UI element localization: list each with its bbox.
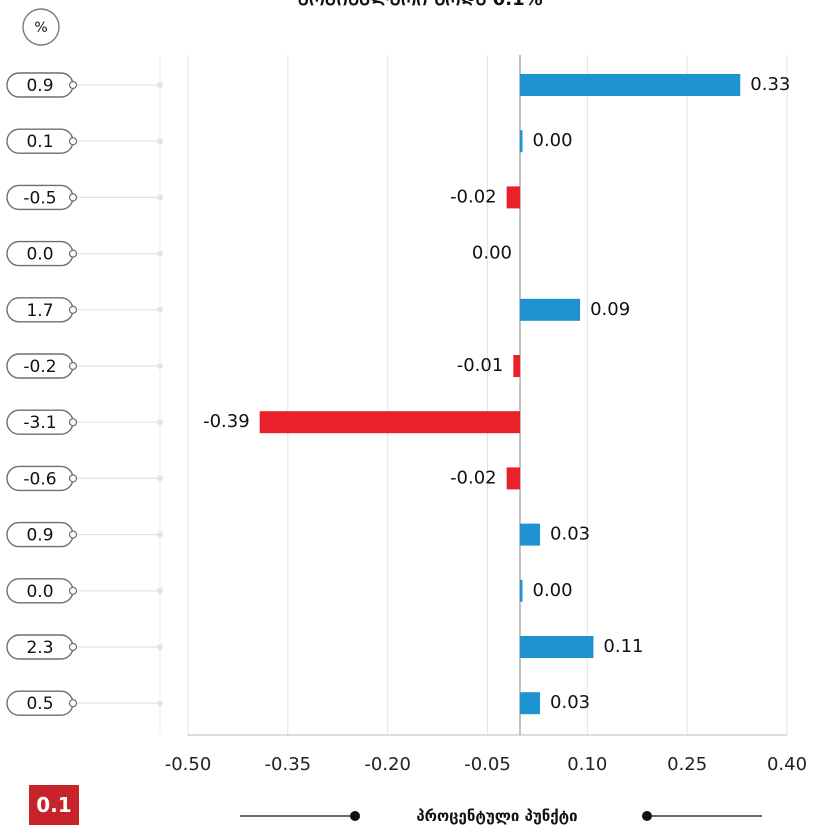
- bar-value-label: -0.02: [450, 186, 497, 207]
- chart-title: ᲜᲝᲛᲘᲜᲐᲚᲣᲠᲘ ᲖᲠᲓᲐ 0.1%: [210, 0, 630, 12]
- x-axis-title-right-dot: [642, 811, 652, 821]
- bar: [259, 411, 520, 434]
- bar: [520, 74, 741, 96]
- bar: [520, 130, 523, 153]
- left-value-pill: 0.0: [6, 240, 163, 267]
- left-value-pill: 2.3: [6, 634, 163, 660]
- left-value-label: 0.0: [26, 245, 53, 265]
- bar-value-label: 0.33: [750, 74, 790, 95]
- left-value-knob: [68, 586, 78, 595]
- left-value-pill: 0.1: [6, 128, 163, 154]
- left-value-pill: -0.6: [6, 465, 163, 492]
- x-tick-label: -0.20: [364, 754, 411, 775]
- left-value-label: 0.9: [26, 526, 53, 546]
- left-value-knob: [68, 530, 78, 539]
- x-tick-label: 0.25: [667, 754, 707, 775]
- unit-badge: %: [22, 8, 60, 46]
- unit-badge-label: %: [34, 20, 47, 36]
- bar: [513, 355, 520, 377]
- x-tick-label: -0.05: [464, 754, 511, 775]
- left-value-labels: 0.9 0.1 -0.5 0.0 1.7 -0.2 -3.1 -0.6 0.9 0.0 2.3 0.5: [6, 72, 163, 716]
- left-value-knob: [68, 249, 78, 258]
- left-value-label: -0.5: [23, 188, 56, 208]
- footer-badge: 0.1: [29, 785, 79, 825]
- row-connector-end: [157, 306, 163, 313]
- x-tick-label: 0.40: [767, 754, 807, 775]
- bar-value-label: 0.03: [550, 692, 590, 713]
- left-value-knob: [68, 305, 78, 314]
- left-value-knob: [68, 137, 78, 146]
- bar-value-label: 0.00: [533, 580, 573, 601]
- row-connector-end: [157, 419, 163, 426]
- bar: [506, 186, 520, 209]
- left-value-knob: [68, 361, 78, 371]
- left-value-label: 0.5: [26, 694, 53, 714]
- bar-value-label: -0.02: [450, 467, 497, 488]
- left-value-pill: 0.9: [6, 72, 163, 98]
- bar: [520, 636, 594, 658]
- left-value-pill: -3.1: [6, 409, 163, 435]
- bar-value-label: 0.00: [533, 130, 573, 151]
- left-value-pill: 0.9: [6, 521, 163, 548]
- left-value-label: -0.6: [23, 469, 56, 489]
- left-value-knob: [68, 474, 78, 483]
- bar: [520, 692, 541, 715]
- row-connector-end: [157, 138, 163, 145]
- left-value-pill: 1.7: [6, 297, 163, 323]
- left-value-knob: [68, 699, 78, 708]
- grid-layer: [159, 55, 788, 736]
- bar: [520, 579, 523, 602]
- row-connector-end: [157, 587, 163, 594]
- row-connector-end: [157, 475, 163, 482]
- left-value-knob: [68, 418, 78, 427]
- left-value-label: -0.2: [23, 357, 56, 377]
- left-value-label: 0.9: [26, 76, 53, 96]
- left-value-knob: [68, 80, 78, 90]
- left-value-label: 1.7: [26, 301, 53, 321]
- bar: [520, 298, 581, 321]
- bars-layer: 0.33 0.00 -0.02 0.00 0.09 -0.01 -0.39 -0.02 0.03…: [203, 74, 790, 715]
- row-connector-end: [157, 531, 163, 538]
- left-value-pill: 0.5: [6, 690, 163, 716]
- left-value-knob: [68, 193, 78, 202]
- left-value-knob: [68, 642, 78, 652]
- left-value-pill: 0.0: [6, 578, 163, 604]
- left-value-label: 2.3: [26, 638, 53, 658]
- row-connector-end: [157, 700, 163, 707]
- x-tick-label: 0.10: [567, 754, 607, 775]
- left-value-pill: -0.2: [6, 353, 163, 379]
- left-value-label: 0.0: [26, 582, 53, 602]
- left-value-label: -3.1: [23, 413, 56, 433]
- bar-value-label: -0.01: [457, 355, 504, 376]
- bar: [520, 523, 541, 546]
- row-connector-end: [157, 82, 163, 88]
- x-axis-title-label: პროცენტული პუნქტი: [416, 807, 577, 825]
- row-connector-end: [157, 194, 163, 201]
- left-value-label: 0.1: [26, 132, 53, 152]
- x-axis-title: პროცენტული პუნქტი: [240, 807, 762, 825]
- bar-value-label: 0.03: [550, 524, 590, 545]
- x-axis-ticks: -0.50 -0.35 -0.20 -0.05 0.10 0.25 0.40: [165, 754, 807, 775]
- bar: [506, 467, 520, 490]
- bar-value-label: 0.09: [590, 299, 630, 320]
- row-connector-end: [157, 644, 163, 650]
- x-tick-label: -0.35: [265, 754, 312, 775]
- x-axis-title-left-dot: [350, 811, 360, 821]
- bar-value-label: 0.11: [603, 636, 643, 657]
- bar-value-label: 0.00: [472, 243, 512, 264]
- x-tick-label: -0.50: [165, 754, 212, 775]
- row-connector-end: [157, 363, 163, 369]
- left-value-pill: -0.5: [6, 184, 163, 211]
- bar-value-label: -0.39: [203, 411, 250, 432]
- row-connector-end: [157, 250, 163, 257]
